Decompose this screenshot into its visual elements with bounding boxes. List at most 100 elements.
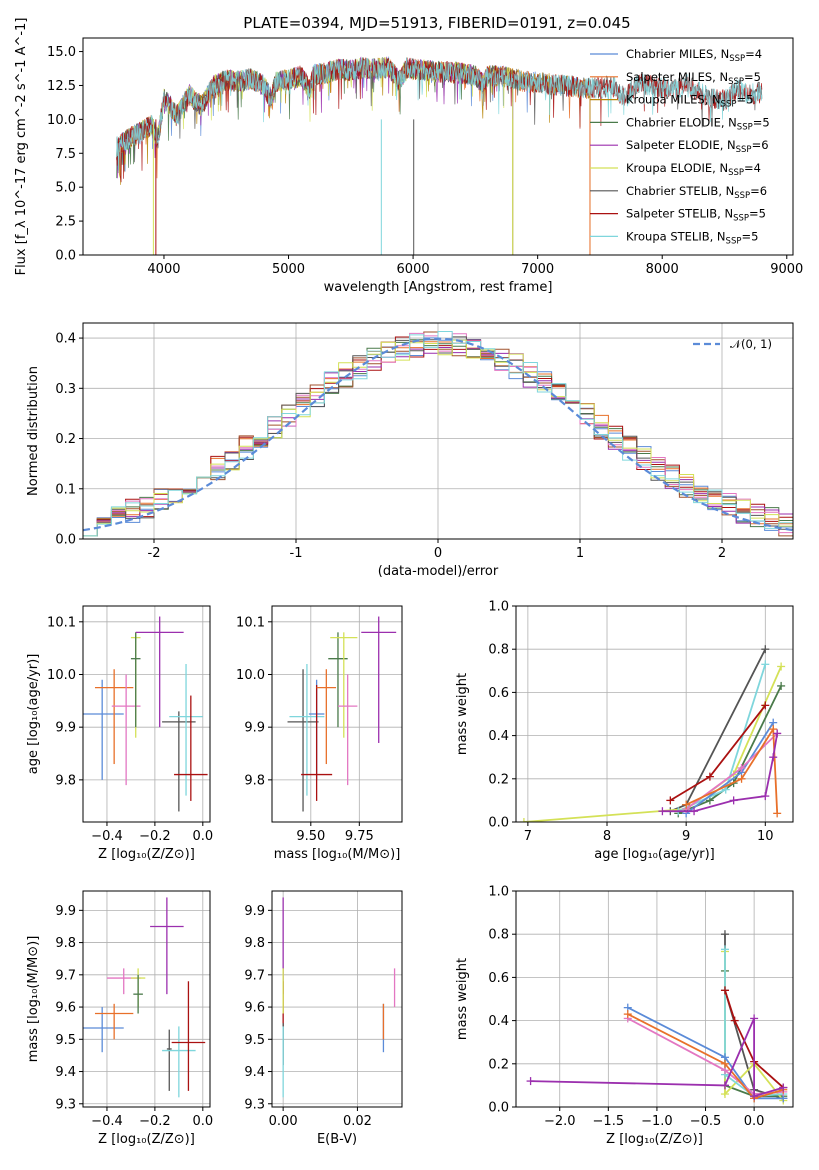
y-tick-label: 0.2	[488, 772, 509, 787]
x-tick-label: 2	[718, 546, 726, 561]
axes-frame: −0.4 −0.2 0.0 9.8 9.9 10.0 10.1 Z [log₁₀(Z/Z⊙)]…	[26, 605, 213, 862]
y-tick-label: 9.9	[244, 721, 265, 736]
y-tick-label: 10.0	[47, 668, 76, 683]
errorbar-point	[289, 663, 325, 796]
x-tick-label: −1.5	[593, 1114, 625, 1129]
grid-lines	[516, 890, 793, 1108]
mass-vs-metallicity-chart: −0.4 −0.2 0.0 9.3 9.4 9.5 9.6 9.7 9.8 9.9 Z [log₁₀…	[26, 890, 213, 1147]
legend-entry: Chabrier ELODIE, NSSP=5	[626, 115, 770, 132]
grid-lines	[83, 891, 210, 1107]
mass-weight-marker	[720, 1090, 729, 1099]
mass-weight-marker	[761, 660, 770, 669]
legend-entry: Salpeter MILES, NSSP=5	[626, 70, 761, 87]
errorbar-point	[287, 669, 319, 812]
y-tick-label: 9.6	[244, 1001, 265, 1016]
y-tick-label: 0.0	[55, 249, 76, 264]
mass-weight-marker	[519, 818, 528, 822]
legend-subscript: SSP	[736, 145, 752, 155]
legend-value: =5	[749, 207, 766, 221]
mass-weight-marker	[773, 809, 782, 818]
mass-weight-marker	[761, 645, 770, 654]
plot-area	[526, 930, 788, 1105]
legend-subscript: SSP	[726, 236, 742, 246]
errorbar-point	[316, 669, 337, 765]
y-tick-label: 12.5	[47, 79, 76, 94]
mass-weight-marker	[769, 725, 778, 734]
x-axis-label: Z [log₁₀(Z/Z⊙)]	[98, 847, 195, 862]
x-tick-label: 0.00	[269, 1114, 298, 1129]
mass-weight-marker	[769, 753, 778, 762]
axes-border	[515, 605, 794, 823]
legend-entry: 𝒩(0, 1)	[730, 337, 772, 351]
axes-border	[82, 37, 794, 256]
x-axis-label: (data-model)/error	[378, 564, 499, 579]
plot-area	[83, 616, 208, 812]
legend-entry: Chabrier MILES, NSSP=4	[626, 47, 762, 64]
axes-frame: -2 -1 0 1 2 0.0 0.1 0.2 0.3 0.4 (data-model)/error…	[26, 322, 794, 579]
errorbar-point	[130, 632, 141, 728]
residuals-legend: 𝒩(0, 1)	[693, 337, 772, 351]
axes-border	[82, 605, 211, 823]
mass-weight-marker	[623, 1010, 632, 1019]
axes-border	[271, 890, 403, 1108]
axes-border	[515, 890, 794, 1108]
age-vs-mass-chart: 9.50 9.75 9.8 9.9 10.0 10.1 mass [log₁₀(M/M⊙)]	[236, 605, 403, 862]
legend-subscript: SSP	[734, 191, 750, 201]
y-tick-label: 9.4	[55, 1065, 76, 1080]
y-tick-label: 9.9	[55, 904, 76, 919]
errorbar-point	[150, 897, 184, 995]
legend-subscript: SSP	[729, 54, 745, 64]
x-tick-label: 9	[682, 829, 690, 844]
legend-subscript: SSP	[728, 77, 744, 87]
y-tick-label: 1.0	[488, 885, 509, 900]
axes-border	[82, 890, 211, 1108]
y-tick-label: 9.5	[55, 1033, 76, 1048]
y-tick-label: 0.4	[55, 332, 76, 347]
x-tick-label: −0.4	[91, 829, 123, 844]
x-axis-label: E(B-V)	[317, 1132, 357, 1147]
y-axis-label: mass [log₁₀(M/M⊙)]	[26, 936, 41, 1063]
mass-weight-marker	[761, 701, 770, 710]
errorbar-point	[171, 981, 206, 1091]
errorbar-point	[106, 968, 141, 995]
legend-value: =5	[753, 115, 770, 129]
spectrum-legend: Chabrier MILES, NSSP=4 Salpeter MILES, NS…	[590, 47, 770, 246]
y-tick-label: 5.0	[55, 181, 76, 196]
errorbar-point	[94, 1003, 134, 1040]
mass-weight-marker	[773, 729, 782, 738]
x-tick-label: 0	[434, 546, 442, 561]
x-axis-label: Z [log₁₀(Z/Z⊙)]	[98, 1132, 195, 1147]
legend-value: =5	[736, 93, 753, 107]
axes-frame: 7 8 9 10 0.0 0.2 0.4 0.6 0.8 1.0 age [log₁₀(age/yr…	[455, 600, 794, 862]
y-tick-label: 10.0	[47, 113, 76, 128]
legend-subscript: SSP	[733, 214, 749, 224]
y-tick-label: 0.2	[488, 1057, 509, 1072]
y-tick-label: 9.3	[244, 1097, 265, 1112]
y-tick-label: 9.6	[55, 1001, 76, 1016]
errorbar-point	[174, 695, 208, 801]
x-tick-label: 9000	[770, 262, 803, 277]
y-tick-label: 0.0	[55, 533, 76, 548]
legend-value: =6	[750, 184, 767, 198]
mass-weight-vs-age-chart: 7 8 9 10 0.0 0.2 0.4 0.6 0.8 1.0 age [log₁₀(age/yr…	[455, 600, 794, 862]
y-tick-label: 0.8	[488, 643, 509, 658]
plot-area	[83, 331, 793, 537]
legend-value: =5	[744, 70, 761, 84]
x-tick-label: 0.02	[343, 1114, 372, 1129]
x-tick-label: -1	[290, 546, 303, 561]
y-tick-label: 9.3	[55, 1097, 76, 1112]
plot-area	[116, 56, 763, 255]
mass-weight-marker	[720, 1059, 729, 1068]
y-axis-label: mass weight	[455, 673, 470, 755]
axes-frame: 4000 5000 6000 7000 8000 9000 0.0 2.5 5.0 7.5 10.0…	[14, 18, 803, 295]
legend-subscript: SSP	[721, 100, 737, 110]
errorbar-point	[169, 663, 203, 796]
mass-weight-line	[627, 1013, 784, 1100]
y-axis-label: Flux [f_λ 10^-17 erg cm^-2 s^-1 A^-1]	[14, 18, 29, 276]
mass-weight-vs-metallicity-chart: −2.0 −1.5 −1.0 −0.5 0.0 0.0 0.2 0.4 0.6 0.8 1.0 Z […	[455, 885, 794, 1147]
age-vs-metallicity-chart: −0.4 −0.2 0.0 9.8 9.9 10.0 10.1 Z [log₁₀(Z/Z⊙)]…	[26, 605, 213, 862]
x-tick-label: 7	[524, 829, 532, 844]
y-tick-label: 9.8	[55, 936, 76, 951]
y-tick-label: 0.8	[488, 928, 509, 943]
errorbar-point	[83, 679, 124, 780]
